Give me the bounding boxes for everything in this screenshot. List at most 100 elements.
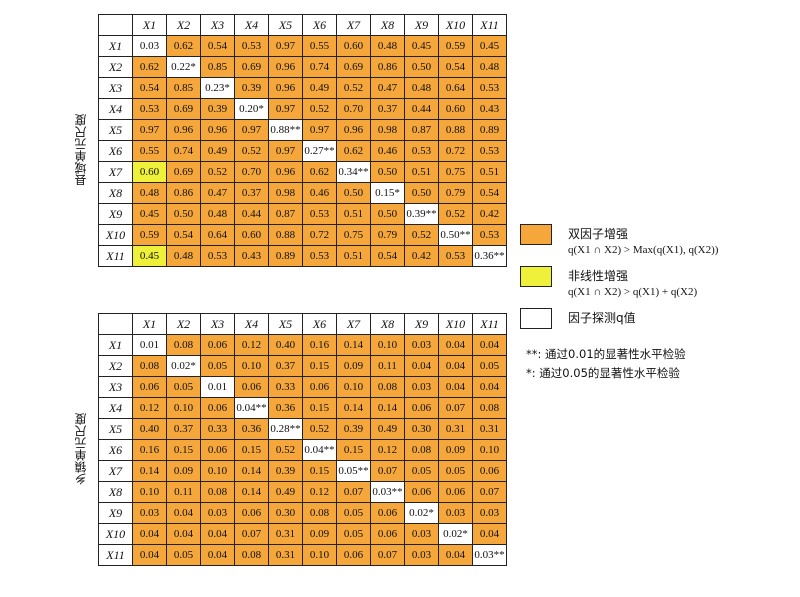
matrix-cell: 0.28**	[268, 418, 303, 440]
matrix-cell: 0.49	[268, 481, 303, 503]
matrix-cell: 0.39	[336, 418, 371, 440]
matrix-cell: 0.23*	[200, 77, 235, 99]
matrix-cell: 0.10	[200, 460, 235, 482]
matrix-cell: 0.40	[132, 418, 167, 440]
matrix-cell: 0.01	[132, 334, 167, 356]
legend-swatch-white	[520, 308, 552, 329]
matrix-cell: 0.53	[234, 35, 269, 57]
matrix-cell: 0.09	[166, 460, 201, 482]
matrix-cell: 0.02*	[166, 355, 201, 377]
matrix-cell: 0.04	[472, 376, 507, 398]
column-header: X7	[336, 14, 371, 36]
row-header: X7	[98, 460, 133, 482]
significance-notes: **: 通过0.01的显著性水平检验 *: 通过0.05的显著性水平检验	[526, 345, 686, 383]
matrix-cell: 0.08	[132, 355, 167, 377]
matrix-cell: 0.04	[166, 523, 201, 545]
matrix-cell: 0.06	[200, 334, 235, 356]
matrix-cell: 0.72	[438, 140, 473, 162]
matrix-cell: 0.47	[200, 182, 235, 204]
matrix-cell: 0.96	[268, 161, 303, 183]
matrix-cell: 0.39	[268, 460, 303, 482]
matrix-cell: 0.72	[302, 224, 337, 246]
matrix-cell: 0.85	[200, 56, 235, 78]
column-header: X7	[336, 313, 371, 335]
matrix-cell: 0.39	[200, 98, 235, 120]
matrix-cell: 0.69	[234, 56, 269, 78]
matrix-cell: 0.74	[166, 140, 201, 162]
matrix-cell: 0.14	[336, 334, 371, 356]
matrix-cell: 0.05	[336, 502, 371, 524]
table-row: X8 0.10 0.11 0.08 0.14 0.49 0.12 0.07 0.03** 0.06…	[98, 481, 507, 503]
matrix-cell: 0.55	[132, 140, 167, 162]
matrix-cell: 0.10	[132, 481, 167, 503]
matrix-cell: 0.55	[302, 35, 337, 57]
table-row: X3 0.06 0.05 0.01 0.06 0.33 0.06 0.10 0.08 0.03 0.…	[98, 376, 507, 398]
matrix-cell: 0.04	[200, 544, 235, 566]
matrix-cell: 0.53	[200, 245, 235, 267]
column-header: X11	[472, 313, 507, 335]
matrix-cell: 0.39**	[404, 203, 439, 225]
matrix-cell: 0.03	[472, 502, 507, 524]
table-row: X2 0.08 0.02* 0.05 0.10 0.37 0.15 0.09 0.11 0.04 0…	[98, 355, 507, 377]
matrix-cell: 0.07	[336, 481, 371, 503]
matrix-cell: 0.60	[438, 98, 473, 120]
matrix-cell: 0.49	[370, 418, 405, 440]
matrix-cell: 0.05	[200, 355, 235, 377]
matrix-cell: 0.70	[336, 98, 371, 120]
matrix-cell: 0.04	[472, 523, 507, 545]
matrix-cell: 0.64	[200, 224, 235, 246]
matrix-cell: 0.62	[336, 140, 371, 162]
table-row: X9 0.45 0.50 0.48 0.44 0.87 0.53 0.51 0.50 0.39**…	[98, 203, 507, 225]
matrix-cell: 0.37	[166, 418, 201, 440]
matrix-cell: 0.04	[438, 334, 473, 356]
matrix-cell: 0.51	[336, 203, 371, 225]
matrix-cell: 0.05	[404, 460, 439, 482]
matrix-cell: 0.04	[404, 355, 439, 377]
matrix-cell: 0.51	[336, 245, 371, 267]
row-header: X7	[98, 161, 133, 183]
matrix-cell: 0.50	[370, 203, 405, 225]
matrix-cell: 0.10	[472, 439, 507, 461]
matrix-cell: 0.48	[132, 182, 167, 204]
matrix-cell: 0.10	[302, 544, 337, 566]
row-header: X5	[98, 418, 133, 440]
matrix-cell: 0.27**	[302, 140, 337, 162]
matrix-cell: 0.53	[472, 140, 507, 162]
matrix-cell: 0.75	[438, 161, 473, 183]
matrix-cell: 0.98	[370, 119, 405, 141]
matrix-cell: 0.04	[438, 376, 473, 398]
row-header: X6	[98, 439, 133, 461]
matrix-cell: 0.50	[370, 161, 405, 183]
matrix-cell: 0.70	[234, 161, 269, 183]
column-header: X9	[404, 313, 439, 335]
table-row: X4 0.53 0.69 0.39 0.20* 0.97 0.52 0.70 0.37 0.44 0…	[98, 98, 507, 120]
column-header: X5	[268, 313, 303, 335]
matrix-cell: 0.16	[302, 334, 337, 356]
matrix-cell: 0.60	[132, 161, 167, 183]
matrix-cell: 0.07	[472, 481, 507, 503]
matrix-cell: 0.96	[336, 119, 371, 141]
matrix-cell: 0.50	[336, 182, 371, 204]
matrix-cell: 0.09	[336, 355, 371, 377]
row-header: X4	[98, 397, 133, 419]
matrix-cell: 0.69	[166, 98, 201, 120]
row-header: X4	[98, 98, 133, 120]
table-row: X10 0.59 0.54 0.64 0.60 0.88 0.72 0.75 0.79 0.52 0…	[98, 224, 507, 246]
matrix-cell: 0.48	[370, 35, 405, 57]
matrix-cell: 0.14	[370, 397, 405, 419]
corner-cell	[98, 14, 133, 36]
row-header: X3	[98, 376, 133, 398]
matrix-cell: 0.06	[200, 397, 235, 419]
matrix-cell: 0.86	[370, 56, 405, 78]
matrix-cell: 0.08	[302, 502, 337, 524]
legend-swatch-yellow	[520, 266, 552, 287]
matrix-cell: 0.43	[472, 98, 507, 120]
township-interaction-matrix: X1 X2 X3 X4 X5 X6 X7 X8 X9 X10 X11 X1 0.01 0.08 0.06 0.…	[98, 313, 507, 566]
matrix-cell: 0.08	[200, 481, 235, 503]
matrix-cell: 0.31	[268, 544, 303, 566]
matrix-cell: 0.44	[234, 203, 269, 225]
matrix-cell: 0.06	[132, 376, 167, 398]
matrix-cell: 0.33	[200, 418, 235, 440]
matrix-cell: 0.64	[438, 77, 473, 99]
row-header: X9	[98, 502, 133, 524]
